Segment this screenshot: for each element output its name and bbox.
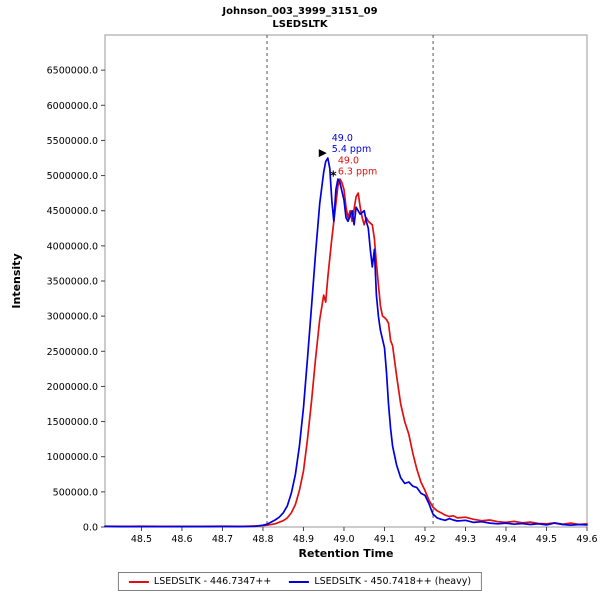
svg-text:3000000.0: 3000000.0 (47, 312, 98, 323)
svg-text:48.5: 48.5 (131, 534, 152, 545)
svg-text:49.6: 49.6 (576, 534, 597, 545)
svg-text:49.0: 49.0 (333, 534, 354, 545)
svg-text:500000.0: 500000.0 (53, 487, 98, 498)
legend-item-light: LSEDSLTK - 446.7347++ (128, 576, 272, 587)
chart-header: Johnson_003_3999_3151_09 LSEDSLTK (0, 5, 600, 31)
legend-item-heavy: LSEDSLTK - 450.7418++ (heavy) (289, 576, 471, 587)
svg-text:*: * (330, 170, 337, 185)
svg-text:48.8: 48.8 (252, 534, 273, 545)
svg-text:2000000.0: 2000000.0 (47, 382, 98, 393)
svg-text:49.0: 49.0 (338, 156, 359, 167)
chart-subtitle: LSEDSLTK (272, 19, 328, 30)
svg-text:1000000.0: 1000000.0 (47, 452, 98, 463)
legend-label-light: LSEDSLTK - 446.7347++ (153, 576, 272, 587)
legend-line-blue (289, 580, 310, 583)
svg-text:0.0: 0.0 (83, 523, 98, 534)
svg-text:48.7: 48.7 (212, 534, 233, 545)
legend: LSEDSLTK - 446.7347++ LSEDSLTK - 450.741… (117, 572, 483, 591)
svg-text:1500000.0: 1500000.0 (47, 417, 98, 428)
svg-text:6000000.0: 6000000.0 (47, 101, 98, 112)
axis-ticks: 48.5 48.6 48.7 48.8 48.9 49.0 49.1 49.2 49.3 49.4… (47, 66, 598, 545)
svg-text:49.0: 49.0 (332, 133, 353, 144)
legend-label-heavy: LSEDSLTK - 450.7418++ (heavy) (314, 576, 472, 587)
svg-text:49.5: 49.5 (536, 534, 557, 545)
svg-text:5000000.0: 5000000.0 (47, 171, 98, 182)
x-axis-label: Retention Time (299, 547, 394, 560)
svg-text:48.9: 48.9 (293, 534, 314, 545)
series-lines[interactable] (104, 157, 588, 528)
y-axis-label: Intensity (10, 253, 23, 308)
svg-text:4000000.0: 4000000.0 (47, 241, 98, 252)
svg-text:48.6: 48.6 (171, 534, 192, 545)
svg-text:49.2: 49.2 (414, 534, 435, 545)
svg-text:49.1: 49.1 (374, 534, 395, 545)
legend-line-red (128, 580, 149, 583)
chart-title: Johnson_003_3999_3151_09 (222, 6, 378, 17)
svg-text:5.4 ppm: 5.4 ppm (332, 144, 371, 155)
svg-text:3500000.0: 3500000.0 (47, 277, 98, 288)
svg-text:49.3: 49.3 (455, 534, 476, 545)
svg-text:5500000.0: 5500000.0 (47, 136, 98, 147)
svg-text:6500000.0: 6500000.0 (47, 66, 98, 77)
plot-border (104, 34, 588, 528)
peak-annotations: 49.05.4 ppm*49.06.3 ppm (318, 133, 377, 185)
svg-text:49.4: 49.4 (495, 534, 516, 545)
svg-text:2500000.0: 2500000.0 (47, 347, 98, 358)
svg-text:4500000.0: 4500000.0 (47, 206, 98, 217)
peak-boundary-lines[interactable] (266, 35, 434, 527)
svg-text:6.3 ppm: 6.3 ppm (338, 167, 377, 178)
